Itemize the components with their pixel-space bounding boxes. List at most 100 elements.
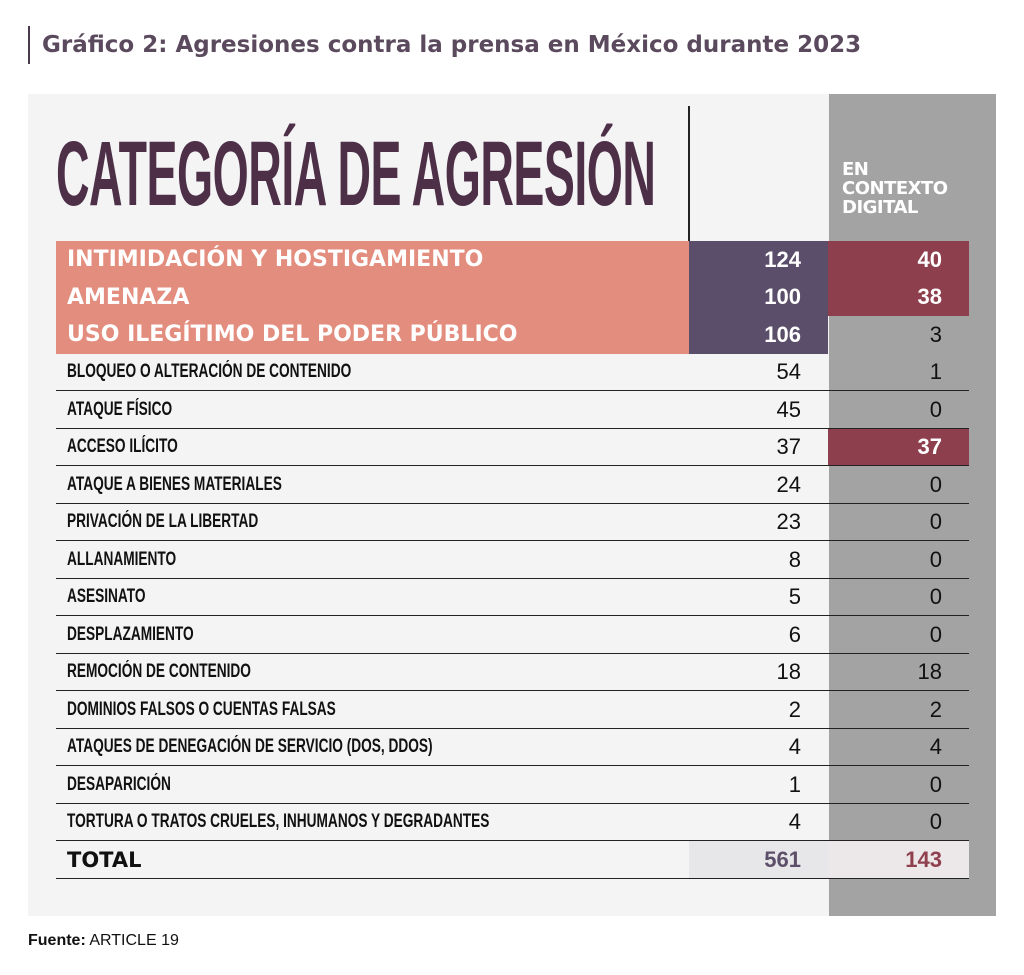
- row-label: TORTURA O TRATOS CRUELES, INHUMANOS Y DE…: [67, 811, 490, 833]
- source-label: Fuente:: [28, 932, 86, 949]
- aggression-table: INTIMIDACIÓN Y HOSTIGAMIENTO 124 40 AMENAZA…: [56, 241, 969, 879]
- row-label-cell: AMENAZA: [56, 278, 689, 316]
- row-label: PRIVACIÓN DE LA LIBERTAD: [67, 511, 259, 533]
- row-total-value: 106: [689, 316, 828, 354]
- row-digital-value: 0: [929, 809, 942, 835]
- table-row: DESPLAZAMIENTO 6 0: [56, 616, 969, 654]
- header-divider: [688, 106, 690, 241]
- row-digital-value: 0: [929, 621, 942, 647]
- source-note: Fuente: ARTICLE 19: [28, 932, 179, 950]
- row-total-value: 1: [788, 771, 801, 797]
- table-row: ASESINATO 5 0: [56, 579, 969, 617]
- row-label: USO ILEGÍTIMO DEL PODER PÚBLICO: [67, 322, 518, 348]
- row-separator: [56, 690, 969, 691]
- row-total-value: 8: [788, 546, 801, 572]
- row-total-value: 4: [788, 809, 801, 835]
- row-total-value: 6: [788, 621, 801, 647]
- row-separator: [56, 727, 969, 729]
- row-label-cell: TORTURA O TRATOS CRUELES, INHUMANOS Y DE…: [56, 804, 689, 842]
- row-label-cell: DESAPARICIÓN: [56, 766, 689, 804]
- table-row: TORTURA O TRATOS CRUELES, INHUMANOS Y DE…: [56, 804, 969, 842]
- table-row: PRIVACIÓN DE LA LIBERTAD 23 0: [56, 504, 969, 542]
- row-separator: [56, 765, 969, 766]
- row-label-cell: ATAQUE FÍSICO: [56, 391, 689, 429]
- source-value: ARTICLE 19: [89, 932, 179, 949]
- row-digital-value: 4: [929, 734, 942, 760]
- total-value: 561: [689, 841, 828, 879]
- table-row: ATAQUE FÍSICO 45 0: [56, 391, 969, 429]
- table-row: REMOCIÓN DE CONTENIDO 18 18: [56, 654, 969, 692]
- row-label-cell: BLOQUEO O ALTERACIÓN DE CONTENIDO: [56, 354, 689, 392]
- total-digital-value: 143: [828, 841, 969, 879]
- row-label: ATAQUES DE DENEGACIÓN DE SERVICIO (DOS, …: [67, 736, 433, 758]
- row-digital-value: 40: [828, 241, 969, 279]
- row-label: ACCESO ILÍCITO: [67, 436, 178, 458]
- total-label: TOTAL: [67, 847, 142, 872]
- row-digital-value: 0: [929, 509, 942, 535]
- category-heading: CATEGORÍA DE AGRESIÓN: [56, 123, 656, 225]
- row-label: ATAQUE A BIENES MATERIALES: [67, 473, 282, 495]
- total-label-cell: TOTAL: [56, 841, 689, 879]
- row-total-value: 54: [776, 359, 801, 385]
- row-digital-value: 2: [929, 696, 942, 722]
- row-label-cell: DESPLAZAMIENTO: [56, 616, 689, 654]
- row-label: DESAPARICIÓN: [67, 773, 171, 795]
- row-total-value: 37: [776, 434, 801, 460]
- table-row: ATAQUE A BIENES MATERIALES 24 0: [56, 466, 969, 504]
- table-total-row: TOTAL 561 143: [56, 841, 969, 879]
- row-label: INTIMIDACIÓN Y HOSTIGAMIENTO: [67, 247, 484, 273]
- table-row: ALLANAMIENTO 8 0: [56, 541, 969, 579]
- row-label: AMENAZA: [67, 284, 190, 310]
- row-label-cell: INTIMIDACIÓN Y HOSTIGAMIENTO: [56, 241, 689, 279]
- row-digital-value: 18: [917, 659, 942, 685]
- row-label: ATAQUE FÍSICO: [67, 398, 173, 420]
- row-separator: [56, 427, 969, 429]
- row-total-value: 5: [788, 584, 801, 610]
- row-separator: [56, 652, 969, 654]
- row-label: BLOQUEO O ALTERACIÓN DE CONTENIDO: [67, 361, 352, 383]
- row-label-cell: DOMINIOS FALSOS O CUENTAS FALSAS: [56, 691, 689, 729]
- row-separator: [56, 615, 969, 616]
- row-digital-value: 37: [828, 428, 969, 466]
- row-separator: [56, 840, 969, 841]
- total-separator: [56, 877, 969, 879]
- table-row: INTIMIDACIÓN Y HOSTIGAMIENTO 124 40: [56, 241, 969, 279]
- row-total-value: 24: [776, 471, 801, 497]
- table-row: USO ILEGÍTIMO DEL PODER PÚBLICO 106 3: [56, 316, 969, 354]
- row-label-cell: ATAQUES DE DENEGACIÓN DE SERVICIO (DOS, …: [56, 729, 689, 767]
- row-total-value: 18: [776, 659, 801, 685]
- row-separator: [56, 802, 969, 804]
- row-label-cell: ATAQUE A BIENES MATERIALES: [56, 466, 689, 504]
- table-row: DOMINIOS FALSOS O CUENTAS FALSAS 2 2: [56, 691, 969, 729]
- row-label: DESPLAZAMIENTO: [67, 623, 194, 645]
- row-digital-value: 0: [929, 584, 942, 610]
- table-row: ATAQUES DE DENEGACIÓN DE SERVICIO (DOS, …: [56, 729, 969, 767]
- row-label: DOMINIOS FALSOS O CUENTAS FALSAS: [67, 698, 336, 720]
- row-separator: [56, 502, 969, 504]
- row-label-cell: REMOCIÓN DE CONTENIDO: [56, 654, 689, 692]
- row-digital-value: 38: [828, 278, 969, 316]
- row-label-cell: PRIVACIÓN DE LA LIBERTAD: [56, 504, 689, 542]
- row-label-cell: USO ILEGÍTIMO DEL PODER PÚBLICO: [56, 316, 689, 354]
- table-row: BLOQUEO O ALTERACIÓN DE CONTENIDO 54 1: [56, 354, 969, 392]
- row-label-cell: ACCESO ILÍCITO: [56, 429, 689, 467]
- row-label-cell: ASESINATO: [56, 579, 689, 617]
- row-digital-value: 3: [929, 321, 942, 347]
- row-digital-value: 0: [929, 471, 942, 497]
- row-digital-value: 1: [929, 359, 942, 385]
- row-total-value: 4: [788, 734, 801, 760]
- row-digital-value: 0: [929, 396, 942, 422]
- row-total-value: 124: [689, 241, 828, 279]
- row-digital-value: 0: [929, 546, 942, 572]
- row-total-value: 23: [776, 509, 801, 535]
- row-separator: [56, 390, 969, 391]
- row-label: REMOCIÓN DE CONTENIDO: [67, 661, 251, 683]
- row-label-cell: ALLANAMIENTO: [56, 541, 689, 579]
- digital-column-header: EN CONTEXTO DIGITAL: [842, 159, 948, 218]
- row-total-value: 100: [689, 278, 828, 316]
- row-total-value: 2: [788, 696, 801, 722]
- row-separator: [56, 577, 969, 579]
- row-label: ALLANAMIENTO: [67, 548, 177, 570]
- row-separator: [56, 540, 969, 541]
- row-total-value: 45: [776, 396, 801, 422]
